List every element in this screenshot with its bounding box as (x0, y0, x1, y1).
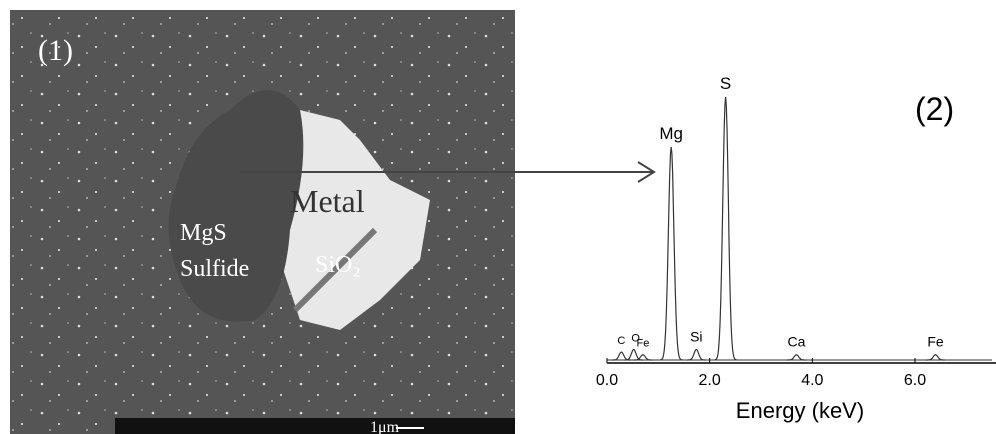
peak-label: Mg (659, 124, 683, 143)
scale-bar-label: 1μm (370, 419, 400, 434)
peak (926, 354, 945, 361)
panel-label: (2) (915, 91, 954, 127)
sem-image: (1) Metal MgS Sulfide SiO₂ 1μm (10, 10, 515, 434)
peak-label: O (631, 332, 640, 344)
metal-region (270, 110, 430, 330)
panel-label: (1) (38, 34, 73, 67)
annotation: SiO₂ (315, 252, 361, 278)
sio2-inclusion (292, 227, 378, 313)
arrow-head (637, 161, 656, 183)
peak-label: Ca (787, 334, 805, 350)
peak (687, 348, 706, 361)
peak-label: Si (690, 328, 702, 344)
sulfide-region (168, 90, 304, 322)
peak (624, 348, 643, 361)
peak (612, 351, 631, 361)
peak (787, 354, 806, 361)
x-tick-label: 2.0 (699, 372, 721, 389)
peak-label: C (617, 335, 625, 347)
peak-label: S (720, 74, 731, 93)
peak-label: Fe (637, 338, 650, 350)
annotation: MgS (180, 220, 227, 246)
annotation: Sulfide (180, 256, 249, 282)
annotation: Metal (290, 183, 365, 219)
peak-label: Fe (927, 334, 944, 350)
spectrum: (2) Energy (keV) 0.0 2.0 4.0 6.0C OFeMgSiSCa… (596, 74, 996, 423)
peak (660, 146, 683, 361)
x-tick-label: 0.0 (596, 372, 618, 389)
x-tick-label: 4.0 (801, 372, 823, 389)
x-axis-label: Energy (keV) (736, 398, 864, 423)
x-tick-label: 6.0 (904, 372, 926, 389)
scale-bar-strip (115, 418, 515, 434)
peak (714, 96, 737, 361)
peak (633, 354, 653, 361)
